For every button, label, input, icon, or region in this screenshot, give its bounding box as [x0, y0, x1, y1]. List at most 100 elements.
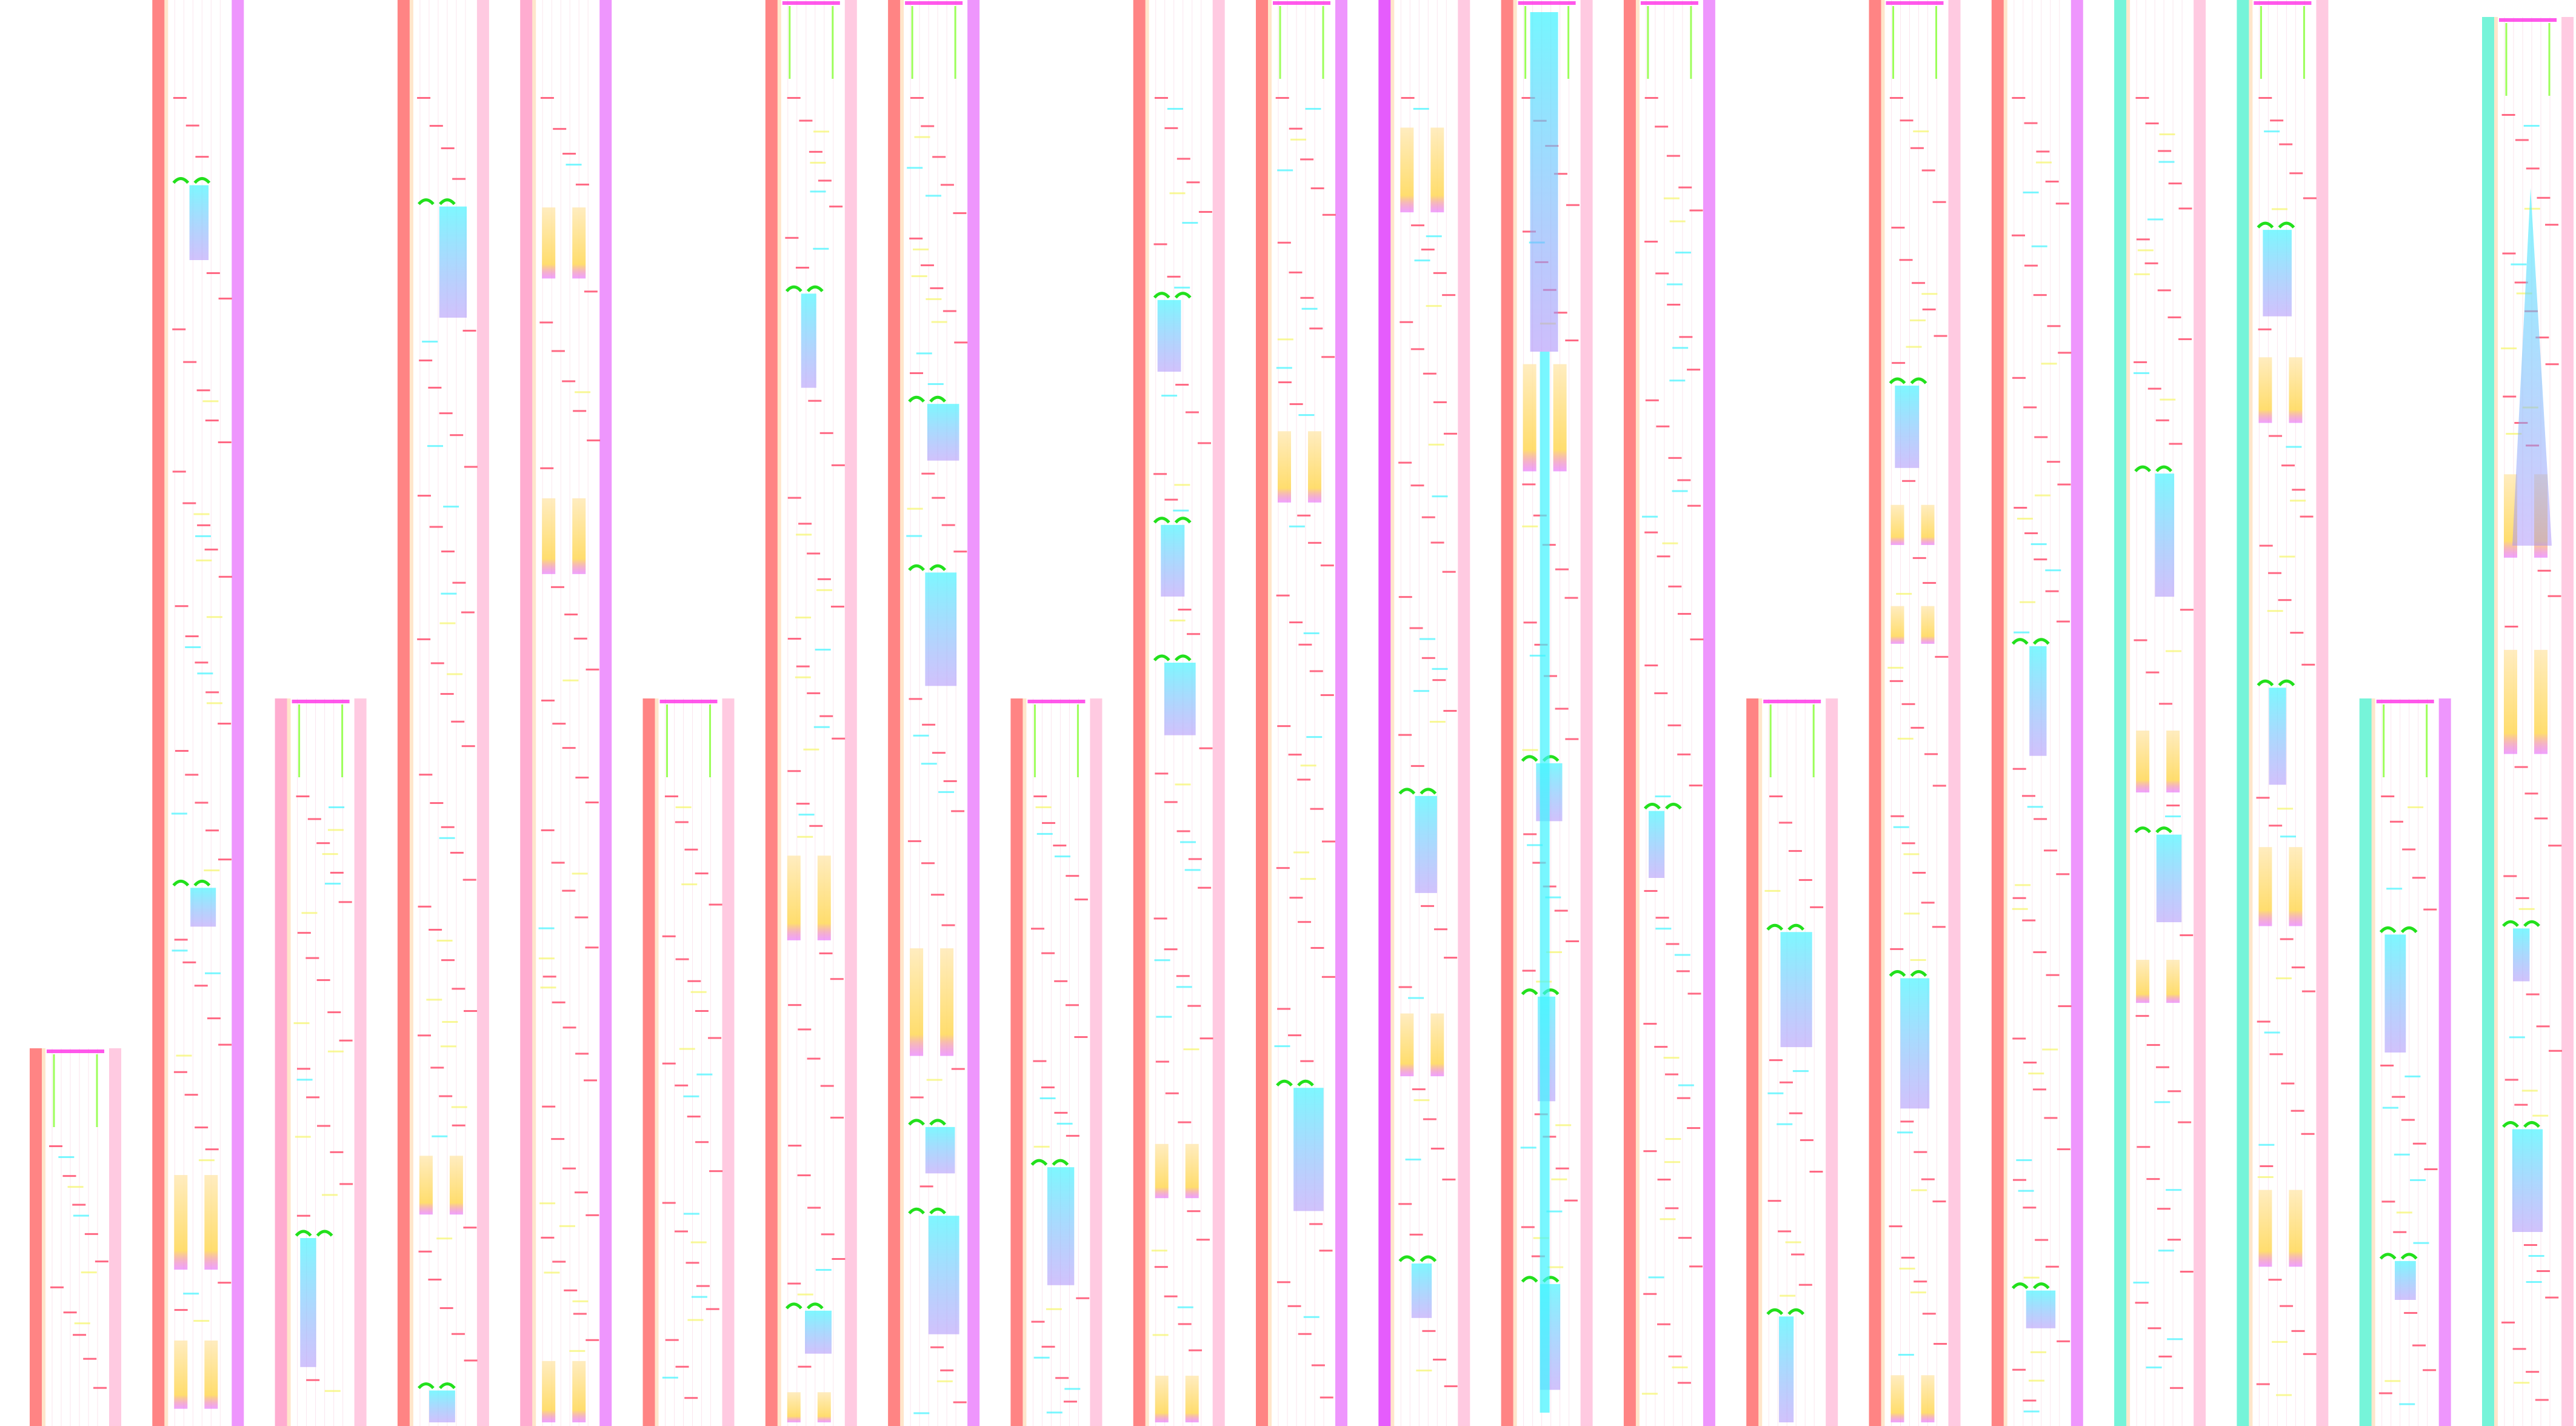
event-marker [1298, 414, 1315, 417]
event-marker [687, 1319, 704, 1321]
event-marker [195, 1126, 209, 1129]
column-right-edge [354, 698, 367, 1426]
column-left-edge [888, 0, 901, 1426]
event-marker [562, 380, 576, 383]
event-marker [807, 1057, 821, 1060]
event-marker [586, 1339, 599, 1341]
event-marker [218, 1043, 232, 1046]
event-marker [1410, 765, 1424, 767]
event-marker [2178, 338, 2192, 340]
event-marker [2526, 167, 2540, 170]
event-marker [1910, 147, 1924, 149]
event-marker [1676, 970, 1690, 972]
event-marker [1183, 1048, 1200, 1051]
arrow-marker [785, 285, 824, 292]
gold-block [572, 498, 586, 574]
arrow-marker [2257, 221, 2295, 229]
event-marker [84, 1233, 98, 1235]
event-marker [429, 929, 442, 931]
flow-block [189, 185, 209, 260]
diagram-column [1991, 0, 2083, 1426]
column-right-edge [1335, 0, 1347, 1426]
event-marker [2279, 555, 2295, 558]
event-marker [1444, 957, 1458, 959]
event-marker [2548, 1049, 2562, 1052]
event-marker [1173, 509, 1189, 512]
column-left-edge [1991, 0, 2004, 1426]
arrow-marker [1766, 923, 1805, 931]
arrow-marker [295, 1230, 333, 1237]
event-marker [418, 1250, 432, 1253]
event-marker [1551, 1178, 1567, 1180]
event-marker [910, 1096, 924, 1099]
flow-block [2269, 688, 2286, 785]
gold-block [817, 1392, 831, 1422]
event-marker [810, 190, 826, 193]
column-header-bar [1640, 1, 1698, 5]
event-marker [573, 1313, 587, 1315]
event-marker [1042, 822, 1055, 824]
event-marker [2024, 122, 2038, 124]
event-marker [207, 1017, 221, 1020]
event-marker [426, 999, 442, 1001]
event-marker [74, 1322, 90, 1325]
event-marker [796, 803, 810, 805]
event-marker [419, 774, 433, 776]
event-marker [1654, 1046, 1668, 1048]
flow-block [190, 888, 216, 927]
event-marker [1677, 753, 1691, 755]
event-marker [562, 889, 576, 892]
event-marker [808, 400, 822, 402]
event-marker [1913, 130, 1929, 133]
gold-block [2258, 357, 2272, 423]
event-marker [2516, 292, 2532, 295]
column-header-bar [1027, 700, 1086, 703]
event-marker [2399, 1403, 2415, 1405]
column-right-edge [2438, 698, 2451, 1426]
event-marker [72, 1203, 86, 1206]
event-marker [1423, 372, 1436, 375]
event-marker [1521, 97, 1535, 99]
event-marker [293, 1022, 310, 1025]
event-marker [1178, 1121, 1192, 1123]
event-marker [1174, 484, 1190, 486]
arrow-marker [1644, 803, 1682, 810]
event-marker [1310, 946, 1324, 949]
event-marker [1442, 294, 1456, 296]
event-marker [2537, 196, 2551, 199]
event-marker [443, 506, 459, 508]
event-marker [2518, 908, 2535, 910]
column-left-edge [1378, 0, 1391, 1426]
event-marker [538, 957, 555, 960]
event-marker [787, 97, 801, 99]
event-marker [329, 806, 345, 808]
event-marker [2389, 820, 2403, 823]
event-marker [2528, 1254, 2544, 1257]
event-marker [575, 391, 591, 393]
event-marker [1321, 840, 1335, 843]
event-marker [2023, 406, 2037, 409]
arrow-marker [2257, 679, 2295, 687]
event-marker [2027, 806, 2043, 808]
event-marker [2055, 203, 2069, 205]
event-marker [1644, 890, 1658, 892]
event-marker [1152, 1334, 1169, 1336]
event-marker [1900, 119, 1914, 122]
event-marker [1910, 959, 1926, 961]
event-marker [932, 497, 946, 499]
event-marker [1675, 252, 1691, 254]
column-right-edge [1826, 698, 1838, 1426]
event-marker [1778, 1230, 1792, 1233]
flow-block [2513, 928, 2530, 982]
column-left-edge-inner [1881, 0, 1885, 1426]
event-marker [2270, 119, 2284, 122]
event-marker [1188, 858, 1202, 860]
event-marker [821, 1233, 835, 1236]
event-marker [1182, 222, 1198, 224]
event-marker [2264, 1031, 2280, 1034]
column-header-bar [905, 1, 963, 5]
event-marker [684, 848, 698, 851]
event-marker [1276, 867, 1290, 869]
event-marker [1413, 108, 1429, 110]
